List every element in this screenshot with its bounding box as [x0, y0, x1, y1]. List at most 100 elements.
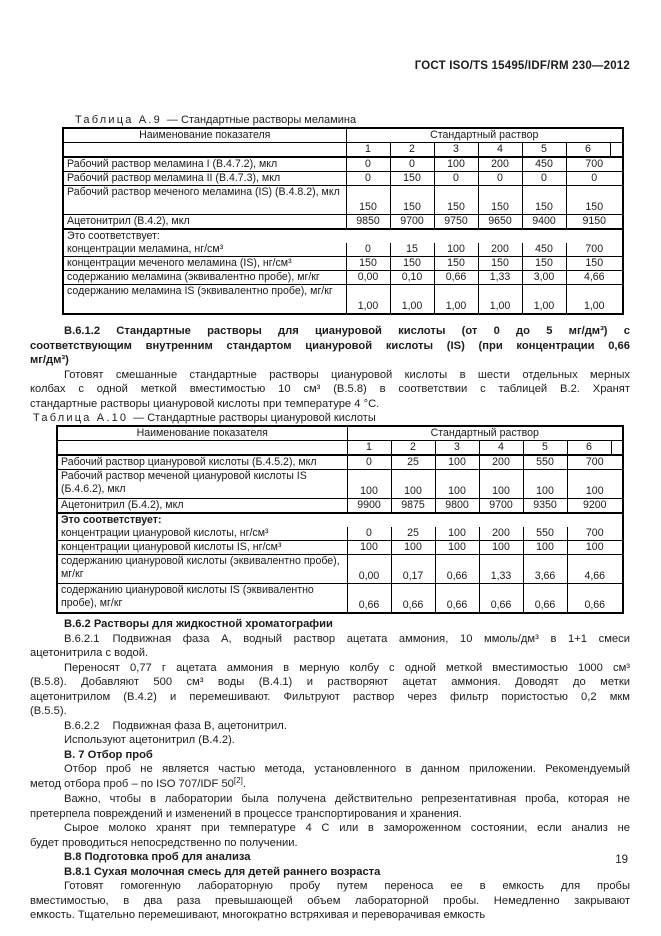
paragraph-line: емкость. Тщательно перемешивают, многокр… — [30, 909, 486, 921]
table-row: Ацетонитрил (Б.4.2), мкл 9900 9875 9800 … — [57, 498, 624, 513]
value-cell: 550 — [522, 527, 567, 541]
table-row: содержанию меламина (эквивалентно пробе)… — [63, 270, 624, 285]
column-header-name: Наименование показателя — [63, 128, 347, 143]
paragraph-line: претерпела повреждений и изменений в про… — [30, 807, 462, 820]
paragraph-line: стандартные растворы циануровой кислоты … — [30, 397, 380, 410]
paragraph-line: Важно, чтобы в лаборатории была получена… — [64, 793, 630, 805]
table-header-row: Наименование показателя Стандартный раст… — [63, 128, 624, 143]
solution-number: 3 — [434, 440, 479, 456]
table-cyanuric-acid-solutions: Наименование показателя Стандартный раст… — [56, 425, 625, 614]
value-cell: 150 — [345, 256, 390, 271]
value-cell: 700 — [566, 527, 624, 541]
value-cell: 0 — [346, 454, 391, 470]
value-cell: 150 — [433, 185, 478, 215]
heading-b8: В.8 Подготовка проб для анализа — [64, 851, 251, 863]
value-cell: 150 — [389, 256, 434, 271]
table-melamine-solutions: Наименование показателя Стандартный раст… — [62, 127, 625, 315]
value-cell: 0 — [345, 243, 390, 257]
section-b62: В.6.2 Растворы для жидкостной хроматогра… — [30, 617, 630, 923]
empty-cell — [57, 440, 347, 456]
reference-text: метод отбора проб – по ISO 707/IDF 50 — [30, 777, 234, 790]
value-cell: 3,66 — [522, 554, 567, 584]
table-row: Рабочий раствор меламина I (В.4.7.2), мк… — [63, 156, 624, 172]
value-cell: 0 — [521, 171, 566, 186]
table-header-row: Наименование показателя Стандартный раст… — [57, 426, 624, 441]
section-b612: В.6.1.2 Стандартные растворы для циануро… — [30, 324, 630, 411]
value-cell: 25 — [390, 454, 435, 470]
value-cell: 100 — [433, 156, 478, 172]
value-cell: 15 — [389, 243, 434, 257]
table-row: Рабочий раствор меченой циануровой кисло… — [57, 469, 624, 499]
value-cell: 100 — [478, 469, 523, 499]
solution-number: 2 — [389, 142, 434, 158]
value-cell: 3,00 — [521, 270, 566, 285]
value-cell: 100 — [566, 469, 624, 499]
value-cell: 100 — [346, 469, 391, 499]
row-label-cell: Ацетонитрил (Б.4.2), мкл — [57, 498, 348, 513]
value-cell: 100 — [434, 469, 479, 499]
value-cell: 150 — [389, 171, 434, 186]
row-label-cell: Рабочий раствор меченой циануровой кисло… — [57, 469, 348, 499]
value-cell: 100 — [434, 540, 479, 555]
value-cell: 150 — [477, 185, 522, 215]
value-cell: 1,33 — [478, 554, 523, 584]
heading-b7: В. 7 Отбор проб — [64, 748, 153, 761]
paragraph-line: Сырое молоко хранят при температуре 4 С … — [64, 822, 630, 834]
value-cell: 700 — [566, 454, 624, 470]
value-cell: 0,00 — [345, 270, 390, 285]
value-cell: 700 — [565, 156, 624, 172]
table-row: концентрации меченого меламина (IS), нг/… — [63, 256, 624, 271]
table-a10-caption-title: — Стандартные растворы циануровой кислот… — [133, 412, 376, 424]
value-cell: 0 — [389, 156, 434, 172]
row-label-cell: Рабочий раствор меламина I (В.4.7.2), мк… — [63, 156, 347, 172]
document-code-header: ГОСТ ISO/TS 15495/IDF/RM 230—2012 — [414, 60, 630, 72]
paragraph-b622: В.6.2.2 Подвижная фаза В, ацетонитрил. — [30, 719, 630, 734]
empty-cell — [610, 440, 624, 456]
solution-number: 3 — [433, 142, 478, 158]
value-cell: 0,66 — [433, 270, 478, 285]
value-cell: 0 — [345, 171, 390, 186]
table-a9-caption-title: — Стандартные растворы меламина — [166, 114, 357, 126]
paragraph-line: Готовят смешанные стандартные растворы ц… — [64, 368, 630, 381]
value-cell: 200 — [477, 156, 522, 172]
value-cell: 100 — [522, 469, 567, 499]
value-cell: 9900 — [346, 498, 391, 513]
empty-cell — [63, 142, 346, 158]
solution-number: 6 — [565, 142, 610, 158]
table-row: Рабочий раствор циануровой кислоты (Б.4.… — [57, 454, 624, 470]
value-cell: 4,66 — [565, 270, 624, 285]
value-cell: 100 — [434, 454, 479, 470]
paragraph-use: Используют ацетонитрил (В.4.2). — [64, 734, 235, 746]
value-cell: 9800 — [434, 498, 479, 513]
table-row: Рабочий раствор меламина II (В.4.7.3), м… — [63, 171, 624, 186]
row-label-cell: концентрации циануровой кислоты IS, нг/с… — [57, 540, 348, 555]
value-cell: 0 — [565, 171, 624, 186]
table-row: концентрации циануровой кислоты, нг/см³ … — [57, 527, 624, 541]
value-cell: 0,00 — [346, 554, 391, 584]
heading-b612-line: В.6.1.2 Стандартные растворы для циануро… — [64, 325, 630, 337]
value-cell: 450 — [521, 156, 566, 172]
clause-number: В.6.2.1 — [64, 632, 100, 645]
paragraph-b621-line: В.6.2.1 Подвижная фаза А, водный раствор … — [30, 632, 630, 647]
heading-b612-line: соответствующим внутренним стандартом ци… — [30, 339, 630, 352]
value-cell: 25 — [390, 527, 435, 541]
value-cell: 150 — [521, 185, 566, 215]
value-cell: 0,66 — [478, 583, 523, 613]
paragraph-line: метод отбора проб – по ISO 707/IDF 50[2]… — [30, 776, 630, 793]
table-row: содержанию циануровой кислоты (эквивален… — [57, 554, 624, 584]
value-cell: 9350 — [522, 498, 567, 513]
table-a10-caption-label: Таблица А.10 — [33, 412, 129, 424]
value-cell: 9850 — [345, 214, 390, 229]
paragraph-b621-line: ацетонитрила с водой. — [30, 647, 149, 659]
table-header-numbers-row: 1 2 3 4 5 6 — [63, 142, 624, 158]
table-a9-caption-label: Таблица А.9 — [75, 114, 162, 126]
value-cell: 1,00 — [521, 284, 566, 314]
value-cell: 0,10 — [389, 270, 434, 285]
value-cell: 550 — [522, 454, 567, 470]
heading-b62: В.6.2 Растворы для жидкостной хроматогра… — [64, 618, 333, 630]
row-label-cell: содержанию циануровой кислоты (эквивален… — [57, 554, 348, 584]
solution-number: 4 — [478, 440, 523, 456]
value-cell: 9700 — [478, 498, 523, 513]
value-cell: 100 — [346, 540, 391, 555]
